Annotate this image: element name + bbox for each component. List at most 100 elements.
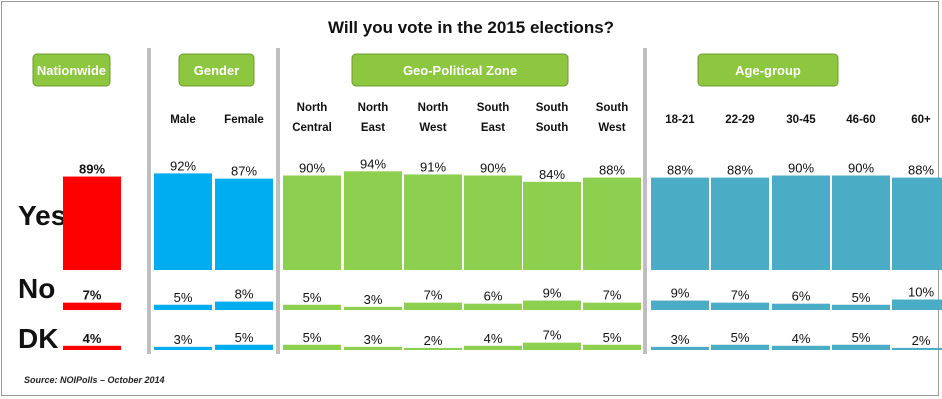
data-label: 4% [83,331,102,346]
data-label: 8% [235,287,254,302]
row-label-dk: DK [18,323,58,354]
data-label: 91% [420,159,446,174]
bar-no [711,302,769,310]
bar-yes [344,171,402,270]
bar-yes [404,174,462,270]
data-label: 3% [364,332,383,347]
data-label: 7% [543,328,562,343]
data-label: 3% [174,332,193,347]
bar-no [772,303,830,310]
category-label: South [477,102,510,114]
data-label: 87% [231,164,257,179]
data-label: 7% [83,288,102,303]
data-label: 90% [480,161,506,176]
data-label: 7% [731,288,750,303]
row-label-yes: Yes [18,200,66,231]
bar-dk [832,344,890,350]
data-label: 3% [671,332,690,347]
bar-no [832,304,890,310]
bar-dk [892,347,942,350]
category-label: West [419,122,446,134]
data-label: 88% [599,163,625,178]
row-label-no: No [18,273,55,304]
bar-no [154,304,212,310]
category-label: South [536,122,569,134]
bar-dk [404,347,462,350]
data-label: 6% [792,289,811,304]
data-label: 9% [543,286,562,301]
data-label: 90% [299,161,325,176]
bar-yes [154,173,212,270]
bar-dk [583,344,641,350]
data-label: 90% [788,161,814,176]
bar-dk [772,345,830,350]
data-label: 88% [667,163,693,178]
group-header-label: Age-group [735,63,801,78]
bar-dk [215,344,273,350]
bar-no [464,303,522,310]
category-label: Male [170,114,196,126]
data-label: 5% [731,330,750,345]
bar-dk [651,346,709,350]
bar-yes [583,177,641,270]
category-label: 30-45 [786,114,816,126]
bar-dk [344,346,402,350]
bar-yes [215,178,273,270]
bar-dk [711,344,769,350]
bar-dk [464,345,522,350]
bar-dk [523,342,581,350]
bar-dk [154,346,212,350]
data-label: 94% [360,156,386,171]
bar-no [215,301,273,310]
data-label: 5% [174,290,193,305]
bar-dk [283,344,341,350]
data-label: 5% [603,330,622,345]
group-divider [643,48,647,354]
data-label: 88% [727,163,753,178]
category-label: West [598,122,625,134]
category-label: East [361,122,385,134]
data-label: 10% [908,285,934,300]
bar-dk [63,345,121,350]
group-header-gender [178,53,255,87]
data-label: 3% [364,292,383,307]
group-header-age-group [697,53,839,87]
category-label: East [481,122,505,134]
category-label: North [297,102,328,114]
group-header-label: Geo-Political Zone [403,63,517,78]
bar-yes [892,177,942,270]
data-label: 2% [424,333,443,348]
data-label: 5% [303,330,322,345]
bar-yes [63,176,121,270]
data-label: 6% [484,289,503,304]
data-label: 5% [852,330,871,345]
bar-yes [772,175,830,270]
data-label: 2% [912,333,931,348]
bar-no [651,300,709,310]
source-note: Source: NOIPolls – October 2014 [24,375,165,385]
group-header-label: Nationwide [37,63,106,78]
data-label: 88% [908,163,934,178]
data-label: 4% [484,331,503,346]
category-label: North [358,102,389,114]
data-label: 5% [235,330,254,345]
data-label: 4% [792,331,811,346]
bar-no [404,302,462,310]
category-label: 18-21 [665,114,695,126]
category-label: Central [292,122,332,134]
data-label: 7% [603,288,622,303]
data-label: 89% [79,162,105,177]
group-header-nationwide [32,53,111,87]
data-label: 5% [852,290,871,305]
data-label: 9% [671,286,690,301]
group-divider [276,48,280,354]
chart-title: Will you vote in the 2015 elections? [327,18,615,37]
bar-yes [283,175,341,270]
category-label: 60+ [911,114,931,126]
data-label: 90% [848,161,874,176]
bar-yes [464,175,522,270]
group-divider [147,48,151,354]
category-label: 46-60 [846,114,875,126]
bar-no [583,302,641,310]
